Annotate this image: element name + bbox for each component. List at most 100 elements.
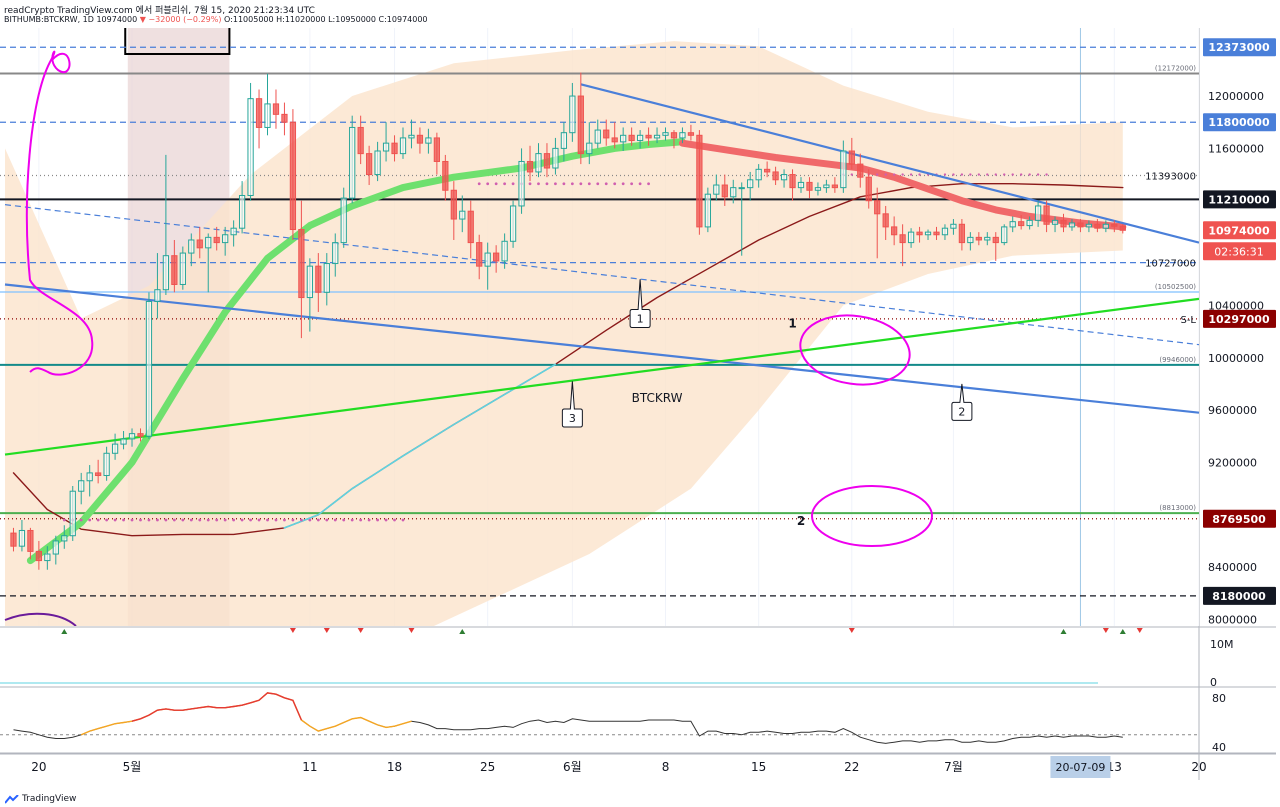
candle-body <box>205 236 212 249</box>
stop-dot <box>918 173 921 176</box>
trendline <box>4 297 1199 456</box>
candle-body <box>162 255 170 291</box>
callout-balloon <box>629 279 651 328</box>
candle-body <box>891 226 898 236</box>
candle-body <box>1018 221 1025 227</box>
main-pane: (12172000) 11393000 10727000 (10502500) S-L (… <box>0 28 1199 626</box>
candle-body <box>120 438 127 445</box>
volume-tick-label: 10M <box>1210 638 1234 651</box>
candle-body <box>382 142 390 152</box>
candle-body <box>18 529 26 547</box>
price-label-text: 8180000 <box>1212 590 1266 603</box>
level-label: (12172000) <box>1155 65 1196 73</box>
candle-body <box>526 160 534 173</box>
stop-dot <box>901 173 904 176</box>
candle-body <box>924 231 932 236</box>
signal-down-marker <box>323 628 330 633</box>
stop-dot <box>105 518 109 522</box>
candle-body <box>332 242 339 265</box>
price-label-box <box>1203 190 1276 209</box>
stop-dot <box>511 182 515 186</box>
stop-dot <box>969 173 972 176</box>
candle-body <box>69 490 76 537</box>
stop-dot <box>1036 173 1040 176</box>
time-highlight-box <box>1050 756 1111 778</box>
symbol-info: BITHUMB:BTCKRW, 1D 10974000 <box>4 15 140 24</box>
candle-body <box>442 160 449 191</box>
candle-body <box>35 550 42 562</box>
signal-up-marker <box>1119 629 1126 634</box>
stop-dot <box>274 518 278 522</box>
stop-dot <box>537 182 540 186</box>
candle-body <box>916 231 923 236</box>
candle-body <box>797 181 805 189</box>
level-label: (8813000) <box>1159 504 1196 512</box>
stop-dot <box>240 518 244 522</box>
signal-down-marker <box>408 628 415 633</box>
candle-body <box>662 132 669 136</box>
stop-dot <box>1019 173 1023 176</box>
price-label-text: 10297000 <box>1208 313 1270 326</box>
candle-body <box>1001 226 1008 244</box>
level-label: (9946000) <box>1159 356 1196 364</box>
stop-dot <box>215 518 219 522</box>
stop-dot <box>977 173 981 176</box>
candle-body <box>628 134 635 142</box>
callout-label: 2 <box>958 405 965 418</box>
tradingview-logo-icon <box>5 795 19 804</box>
signal-up-marker <box>61 629 68 634</box>
wave-label: 1 <box>788 317 796 331</box>
candle-body <box>535 153 542 173</box>
stop-dot <box>299 518 303 522</box>
time-tick-label: 20 <box>1191 760 1206 774</box>
stop-dot <box>960 173 964 176</box>
candle-body <box>543 153 551 169</box>
stop-dot <box>952 173 955 176</box>
ohlc-values: O:11005000 H:11020000 L:10950000 C:10974… <box>224 15 428 24</box>
candle-body <box>289 121 297 231</box>
volume-tick-label: 0 <box>1210 676 1217 689</box>
candle-body <box>111 443 119 454</box>
candle-body <box>145 300 153 437</box>
time-tick-label: 11 <box>302 760 317 774</box>
candle-body <box>1051 219 1059 225</box>
candle-body <box>264 103 271 128</box>
candle-body <box>476 242 483 267</box>
candle-body <box>247 98 254 196</box>
handdrawn-circle <box>811 485 933 547</box>
stop-dot <box>79 518 83 522</box>
signal-down-marker <box>357 628 364 633</box>
candle-body <box>1077 222 1084 228</box>
candle-body <box>323 263 330 293</box>
callout-label: 1 <box>637 312 644 325</box>
candle-body <box>340 197 347 244</box>
time-highlight-label: 20-07-09 <box>1055 761 1105 774</box>
candle-body <box>687 132 695 136</box>
price-tick-label: 8400000 <box>1208 561 1257 574</box>
level-label: (10502500) <box>1155 283 1196 291</box>
candle-body <box>44 553 51 562</box>
candle-body <box>408 134 415 139</box>
candle-body <box>238 194 246 229</box>
candle-body <box>899 234 906 244</box>
candle-body <box>620 134 627 143</box>
stop-dot <box>257 518 261 522</box>
candle-body <box>315 265 322 293</box>
price-label-box <box>1203 113 1276 132</box>
candle-body <box>171 255 178 285</box>
candle-body <box>281 113 288 123</box>
candle-body <box>61 535 68 542</box>
candle-body <box>154 289 161 302</box>
candle-body <box>128 433 136 440</box>
price-label-text: 10974000 <box>1208 224 1270 237</box>
price-tick-label: 9600000 <box>1208 404 1257 417</box>
stop-dot <box>316 518 320 522</box>
oscillator-hot <box>131 692 303 722</box>
candle-body <box>704 193 711 228</box>
stop-dot <box>401 518 405 522</box>
candle-body <box>569 95 576 134</box>
stop-dot <box>189 518 193 522</box>
candle-body <box>577 95 584 155</box>
candle-body <box>467 210 474 244</box>
